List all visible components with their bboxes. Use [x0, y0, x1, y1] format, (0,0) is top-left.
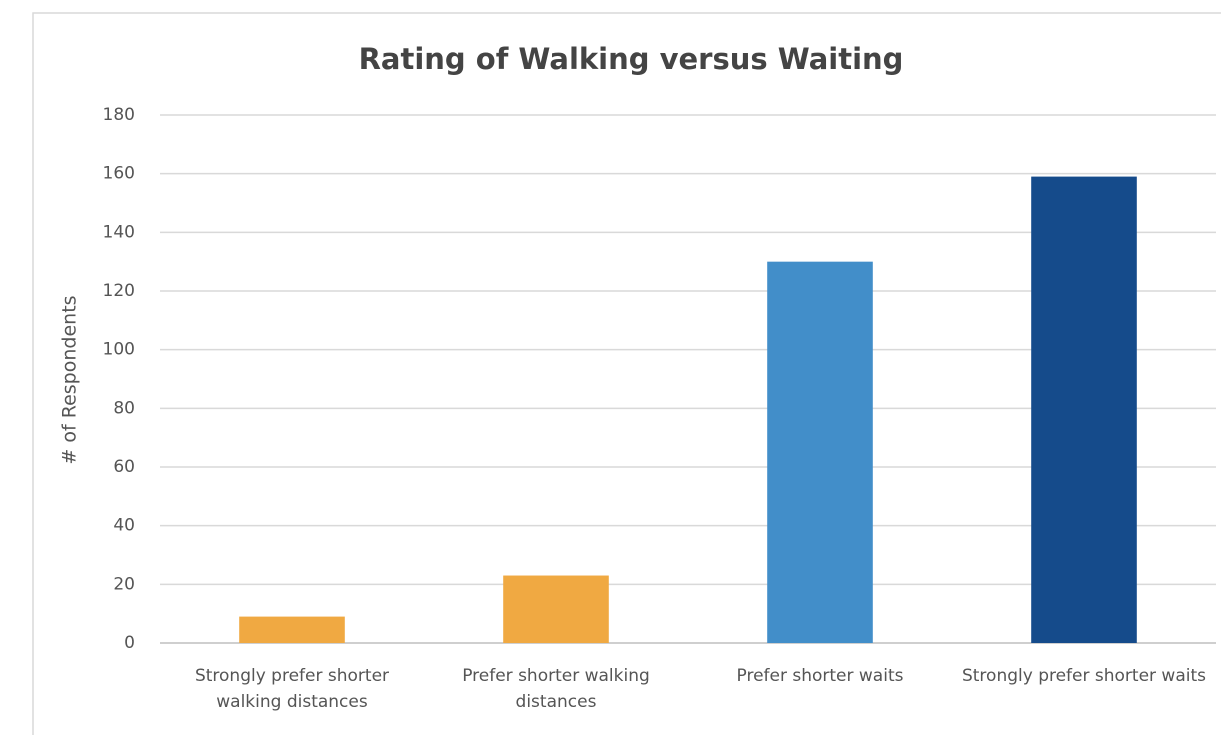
x-tick-label: Prefer shorter waits — [736, 666, 904, 686]
y-tick-label: 120 — [103, 281, 135, 301]
x-tick-label: Strongly prefer shorter walking distance… — [194, 666, 390, 712]
y-tick-label: 40 — [113, 516, 135, 536]
chart-title: Rating of Walking versus Waiting — [359, 42, 904, 76]
x-tick-label: Prefer shorter walking distances — [462, 666, 650, 712]
y-tick-label: 180 — [103, 105, 135, 125]
x-tick-label: Strongly prefer shorter waits — [961, 666, 1207, 686]
y-tick-label: 100 — [103, 340, 135, 360]
y-tick-label: 140 — [103, 222, 135, 242]
y-tick-label: 20 — [113, 574, 135, 594]
y-tick-label: 80 — [113, 398, 135, 418]
bar — [1031, 176, 1137, 643]
chart-frame — [32, 12, 1221, 735]
bar — [767, 261, 873, 643]
y-tick-label: 0 — [124, 633, 135, 653]
y-axis-label: # of Respondents — [59, 295, 81, 464]
bar — [239, 616, 345, 643]
y-tick-label: 60 — [113, 457, 135, 477]
bar — [503, 575, 609, 643]
y-tick-label: 160 — [103, 164, 135, 184]
